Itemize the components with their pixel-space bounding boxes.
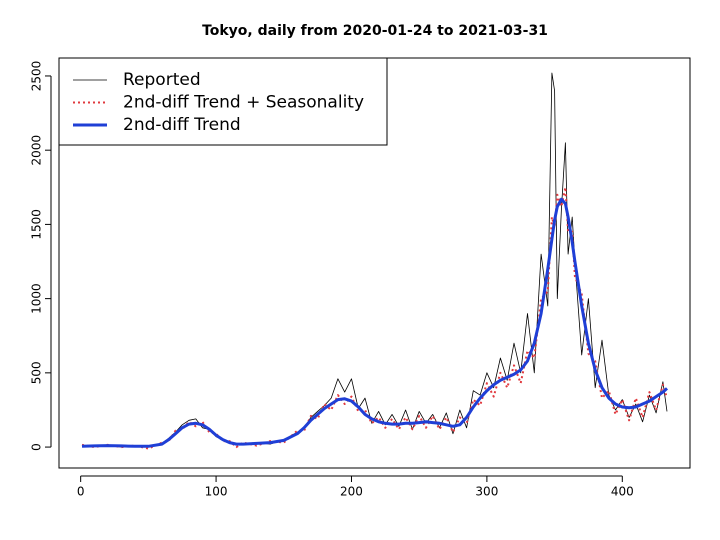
series-line bbox=[81, 197, 669, 448]
y-tick-label: 1500 bbox=[30, 209, 44, 240]
x-tick-label: 400 bbox=[611, 485, 634, 499]
y-tick-label: 500 bbox=[30, 361, 44, 384]
y-tick-label: 1000 bbox=[30, 283, 44, 314]
x-tick-label: 200 bbox=[340, 485, 363, 499]
legend-label: 2nd-diff Trend bbox=[123, 115, 241, 135]
legend-label: Reported bbox=[123, 70, 201, 90]
x-tick-label: 100 bbox=[205, 485, 228, 499]
legend-box bbox=[58, 57, 388, 146]
y-tick-label: 2000 bbox=[30, 135, 44, 166]
x-tick-label: 300 bbox=[475, 485, 498, 499]
x-tick-label: 0 bbox=[77, 485, 85, 499]
y-tick-label: 2500 bbox=[30, 61, 44, 92]
y-tick-label: 0 bbox=[30, 443, 44, 451]
legend-label: 2nd-diff Trend + Seasonality bbox=[123, 93, 364, 113]
chart-title: Tokyo, daily from 2020-01-24 to 2021-03-… bbox=[202, 23, 548, 39]
